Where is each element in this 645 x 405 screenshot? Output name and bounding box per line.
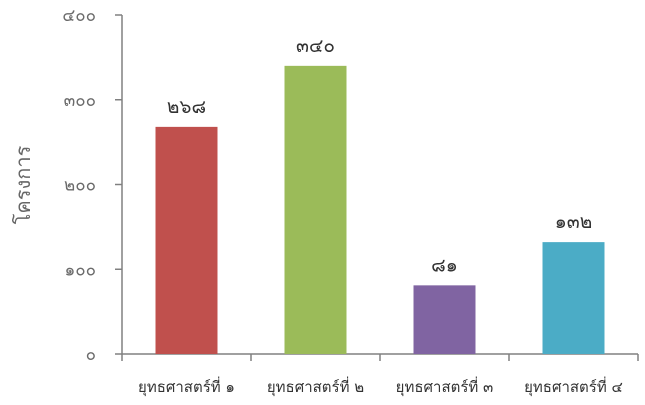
y-ticks: ๐ ๑๐๐ ๒๐๐ ๓๐๐ ๔๐๐	[62, 6, 122, 365]
bar	[413, 285, 476, 354]
bars	[155, 65, 605, 355]
bar	[155, 126, 218, 355]
y-axis-title: โครงการ	[11, 145, 35, 224]
x-tick-label: ยุทธศาสตร์ที่ ๒	[267, 376, 364, 397]
y-tick-label: ๐	[86, 345, 96, 365]
y-tick-label: ๔๐๐	[62, 6, 96, 26]
x-tick-label: ยุทธศาสตร์ที่ ๓	[396, 376, 494, 397]
data-label: ๓๔๐	[296, 35, 335, 57]
x-tick-labels: ยุทธศาสตร์ที่ ๑ ยุทธศาสตร์ที่ ๒ ยุทธศาสตร์…	[138, 376, 623, 397]
bar	[542, 242, 605, 354]
data-label: ๒๖๘	[167, 96, 206, 118]
data-label: ๘๑	[431, 254, 458, 276]
y-tick-label: ๒๐๐	[64, 176, 96, 196]
bar	[284, 65, 347, 354]
x-tick-label: ยุทธศาสตร์ที่ ๑	[138, 376, 235, 397]
x-tick-label: ยุทธศาสตร์ที่ ๔	[524, 376, 623, 397]
data-label: ๑๓๒	[555, 211, 593, 233]
y-tick-label: ๓๐๐	[64, 91, 96, 111]
y-tick-label: ๑๐๐	[64, 260, 96, 280]
